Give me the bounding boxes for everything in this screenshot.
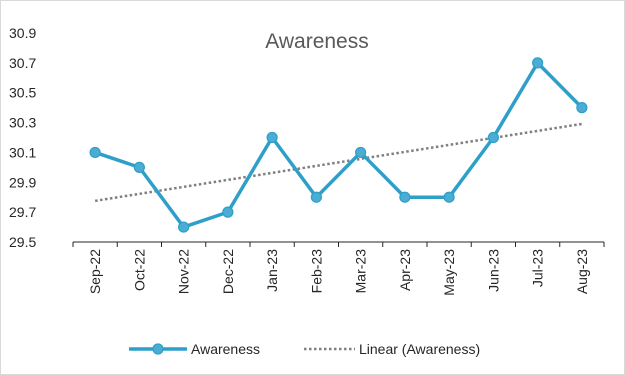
plot-area — [89, 57, 588, 233]
x-tick-label: Feb-23 — [308, 249, 324, 294]
trendline-linear-awareness — [94, 122, 583, 203]
y-tick-label: 30.9 — [9, 25, 36, 41]
y-tick-label: 30.5 — [9, 85, 36, 101]
legend-marker-awareness — [152, 343, 164, 355]
data-point-jan-23 — [266, 131, 278, 144]
data-point-sep-22 — [89, 146, 101, 159]
y-tick-label: 30.7 — [9, 55, 36, 71]
y-tick-label: 29.7 — [9, 204, 36, 220]
data-point-dec-22 — [222, 206, 234, 218]
y-tick-label: 29.5 — [9, 234, 36, 250]
series-line-awareness — [94, 61, 584, 229]
legend-label-awareness: Awareness — [191, 341, 260, 357]
data-point-jul-23 — [532, 57, 544, 69]
y-tick-label: 30.1 — [9, 144, 36, 160]
x-tick-label: Jun-23 — [485, 249, 501, 292]
x-axis: Sep-22 Oct-22 Nov-22 Dec-22 Jan-23 Feb-23 Mar-… — [72, 241, 605, 296]
legend: Awareness Linear (Awareness) — [129, 341, 480, 357]
data-point-feb-23 — [310, 191, 322, 203]
x-tick-label: Aug-23 — [574, 249, 590, 294]
data-point-apr-23 — [399, 191, 411, 203]
data-point-oct-22 — [133, 161, 145, 173]
legend-label-trendline: Linear (Awareness) — [359, 341, 480, 357]
x-tick-label: Sep-22 — [87, 249, 103, 294]
x-tick-label: Mar-23 — [353, 249, 369, 294]
y-axis: 29.5 29.7 29.9 30.1 30.3 30.5 30.7 30.9 — [9, 25, 36, 250]
x-tick-label: Jan-23 — [264, 249, 280, 292]
x-tick-label: Jul-23 — [530, 249, 546, 287]
data-point-nov-22 — [178, 221, 190, 233]
y-tick-label: 29.9 — [9, 174, 36, 190]
x-tick-label: May-23 — [441, 249, 457, 296]
data-point-aug-23 — [576, 102, 588, 114]
x-tick-label: Nov-22 — [176, 249, 192, 294]
data-point-jun-23 — [487, 131, 499, 144]
x-tick-label: Oct-22 — [131, 249, 147, 291]
data-point-may-23 — [443, 191, 455, 203]
data-point-mar-23 — [355, 146, 367, 159]
chart-title: Awareness — [265, 30, 369, 53]
x-tick-label: Apr-23 — [397, 249, 413, 291]
x-tick-label: Dec-22 — [220, 249, 236, 294]
y-tick-label: 30.3 — [9, 115, 36, 131]
